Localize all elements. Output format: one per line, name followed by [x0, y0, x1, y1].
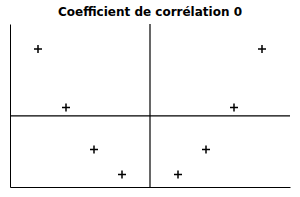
y-axis [10, 25, 11, 188]
y-axis-line [10, 25, 11, 188]
point [258, 45, 266, 53]
chart: Coefficient de corrélation 0 [0, 0, 300, 197]
x-axis-line [11, 187, 291, 188]
point [118, 170, 126, 178]
point [90, 145, 98, 153]
point [174, 170, 182, 178]
point [230, 104, 238, 112]
plot-area [10, 24, 291, 188]
point [202, 145, 210, 153]
title: Coefficient de corrélation 0 [58, 5, 242, 19]
x-axis [11, 187, 291, 188]
point [34, 45, 42, 53]
point [62, 104, 70, 112]
marks [10, 24, 290, 187]
vertical-line [149, 24, 150, 187]
